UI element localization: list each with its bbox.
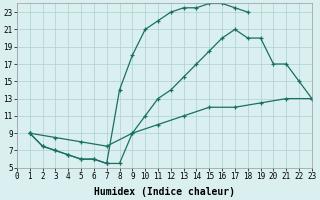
X-axis label: Humidex (Indice chaleur): Humidex (Indice chaleur): [94, 186, 235, 197]
